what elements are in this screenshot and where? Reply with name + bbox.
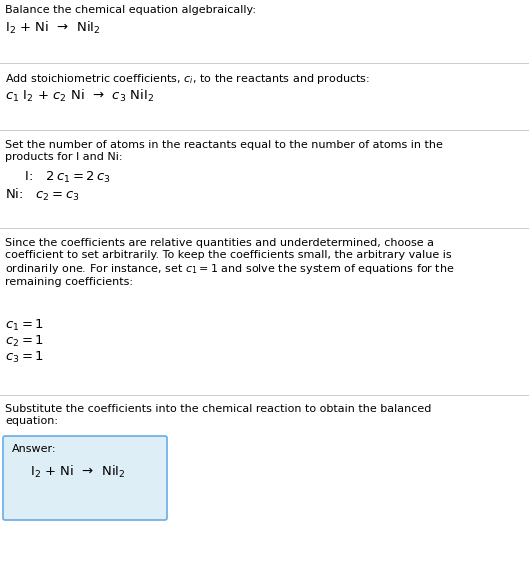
Text: Substitute the coefficients into the chemical reaction to obtain the balanced
eq: Substitute the coefficients into the che… <box>5 404 431 426</box>
Text: Set the number of atoms in the reactants equal to the number of atoms in the
pro: Set the number of atoms in the reactants… <box>5 140 443 162</box>
Text: Add stoichiometric coefficients, $c_i$, to the reactants and products:: Add stoichiometric coefficients, $c_i$, … <box>5 72 370 86</box>
Text: Balance the chemical equation algebraically:: Balance the chemical equation algebraica… <box>5 5 256 15</box>
Text: I$_2$ + Ni  →  NiI$_2$: I$_2$ + Ni → NiI$_2$ <box>30 464 126 480</box>
Text: I$_2$ + Ni  →  NiI$_2$: I$_2$ + Ni → NiI$_2$ <box>5 20 101 36</box>
Text: $c_1$ I$_2$ + $c_2$ Ni  →  $c_3$ NiI$_2$: $c_1$ I$_2$ + $c_2$ Ni → $c_3$ NiI$_2$ <box>5 88 154 104</box>
FancyBboxPatch shape <box>3 436 167 520</box>
Text: $c_1 = 1$: $c_1 = 1$ <box>5 318 44 333</box>
Text: Ni:   $c_2 = c_3$: Ni: $c_2 = c_3$ <box>5 187 80 203</box>
Text: $c_3 = 1$: $c_3 = 1$ <box>5 350 44 365</box>
Text: Answer:: Answer: <box>12 444 57 454</box>
Text: $c_2 = 1$: $c_2 = 1$ <box>5 334 44 349</box>
Text: Since the coefficients are relative quantities and underdetermined, choose a
coe: Since the coefficients are relative quan… <box>5 238 454 287</box>
Text: I:   $2\,c_1 = 2\,c_3$: I: $2\,c_1 = 2\,c_3$ <box>16 170 111 185</box>
